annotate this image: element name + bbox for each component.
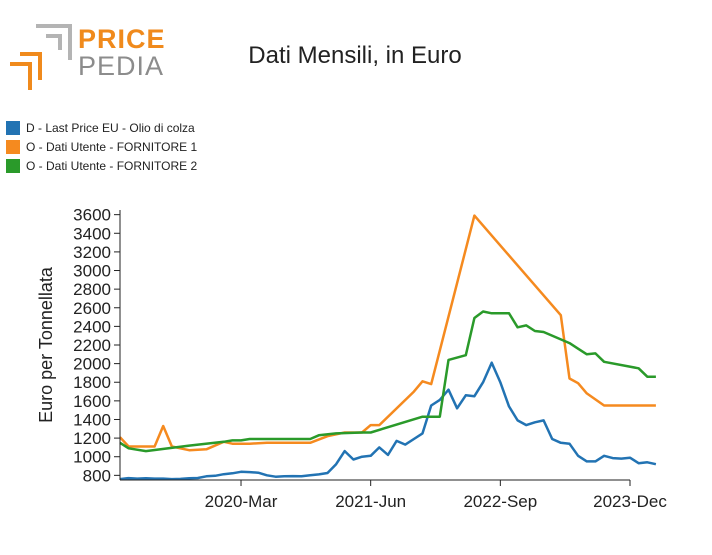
series-line-1 [119,361,657,481]
series-line-2 [119,214,656,452]
x-tick-label-2020-Mar: 2020-Mar [205,492,278,511]
chart-legend: D - Last Price EU - Olio di colza O - Dat… [6,118,197,175]
legend-swatch-3 [6,158,20,173]
y-tick-label-3200: 3200 [73,243,111,262]
y-tick-label-1000: 1000 [73,448,111,467]
y-tick-label-1600: 1600 [73,392,111,411]
pricepedia-logo: PRICE PEDIA [6,20,166,92]
y-tick-label-800: 800 [83,466,111,485]
pricepedia-logo-mark [10,24,72,90]
y-tick-label-2200: 2200 [73,336,111,355]
y-tick-label-2600: 2600 [73,299,111,318]
logo-gray-bracket-outer [36,24,72,60]
series-line-3 [119,310,656,453]
logo-gray-bracket-inner [46,34,62,50]
legend-label-1: D - Last Price EU - Olio di colza [26,120,195,135]
x-tick-label-2023-Dec: 2023-Dec [593,492,667,511]
legend-item-1[interactable]: D - Last Price EU - Olio di colza [6,118,197,137]
legend-swatch-2 [6,139,20,154]
logo-orange-bracket-right [20,52,42,80]
legend-item-3[interactable]: O - Dati Utente - FORNITORE 2 [6,156,197,175]
y-tick-label-3600: 3600 [73,206,111,225]
y-tick-label-1400: 1400 [73,410,111,429]
x-tick-label-2021-Jun: 2021-Jun [335,492,406,511]
legend-label-3: O - Dati Utente - FORNITORE 2 [26,158,198,173]
chart-title: Dati Mensili, in Euro [248,42,462,69]
legend-item-2[interactable]: O - Dati Utente - FORNITORE 1 [6,137,197,156]
x-tick-label-2022-Sep: 2022-Sep [463,492,537,511]
y-tick-label-2000: 2000 [73,355,111,374]
y-tick-label-1200: 1200 [73,429,111,448]
y-tick-label-3400: 3400 [73,224,111,243]
logo-word-pedia: PEDIA [78,51,165,81]
y-tick-label-2800: 2800 [73,280,111,299]
y-tick-label-1800: 1800 [73,373,111,392]
legend-swatch-1 [6,120,20,135]
y-axis-label: Euro per Tonnellata [36,266,56,423]
y-tick-label-2400: 2400 [73,317,111,336]
y-tick-label-3000: 3000 [73,262,111,281]
logo-orange-bracket-left [10,62,32,90]
legend-label-2: O - Dati Utente - FORNITORE 1 [26,139,198,154]
logo-word-price: PRICE [78,24,166,54]
